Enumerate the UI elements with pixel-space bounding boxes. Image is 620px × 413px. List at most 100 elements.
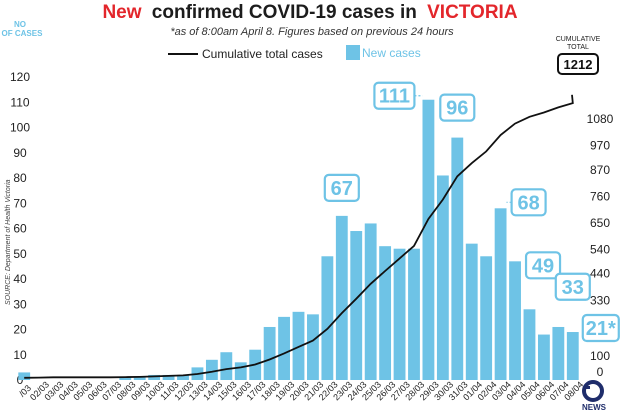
callout: 49 xyxy=(524,251,562,280)
bar xyxy=(18,372,31,380)
cumulative-callout-box xyxy=(557,53,599,75)
bar xyxy=(205,359,218,380)
left-tick-label: 30 xyxy=(13,297,27,311)
bar xyxy=(494,208,507,380)
right-axis-caption-line1: CUMULATIVE xyxy=(556,36,601,43)
bar xyxy=(119,377,132,380)
bar xyxy=(278,316,290,380)
callout-box xyxy=(510,188,547,217)
callout-box xyxy=(581,313,620,343)
nine-news-logo: NEWS xyxy=(582,380,607,412)
brand-name: NEWS xyxy=(582,403,607,412)
title-middle: confirmed COVID-19 cases in xyxy=(152,2,417,23)
right-tick-label: 970 xyxy=(590,139,610,153)
bar xyxy=(465,243,478,380)
legend-bar-swatch xyxy=(346,45,360,60)
title-victoria: VICTORIA xyxy=(427,2,518,23)
right-tick-label: 870 xyxy=(590,163,610,177)
cumulative-line-layer xyxy=(24,94,574,379)
bar xyxy=(234,362,247,380)
left-tick-label: 120 xyxy=(10,70,30,84)
bar xyxy=(220,352,233,380)
title-new: New xyxy=(102,2,141,23)
bar xyxy=(523,309,536,380)
bar xyxy=(148,374,161,380)
bar xyxy=(552,326,565,380)
callout-box xyxy=(524,251,562,280)
callout-label: 67 xyxy=(331,178,353,200)
bar xyxy=(537,334,550,380)
x-axis: /0302/0303/0304/0305/0306/0307/0308/0309… xyxy=(17,379,585,402)
callout-label: 68 xyxy=(517,192,539,214)
bar xyxy=(321,256,334,380)
left-tick-label: 70 xyxy=(13,196,27,210)
left-tick-label: 40 xyxy=(13,272,27,286)
right-tick-label: 330 xyxy=(590,293,610,307)
callout-label: 49 xyxy=(532,255,554,277)
right-tick-label: 440 xyxy=(590,267,610,281)
legend-cumulative-label: Cumulative total cases xyxy=(202,47,323,61)
chart-subtitle: *as of 8:00am April 8. Figures based on … xyxy=(170,26,454,38)
right-tick-label: 1080 xyxy=(587,112,614,126)
callout: 111 xyxy=(373,81,423,110)
bar xyxy=(263,326,276,380)
bar xyxy=(162,374,175,380)
callout-label: 111 xyxy=(379,86,410,108)
bar xyxy=(451,137,464,380)
bar xyxy=(307,314,319,380)
left-tick-label: 20 xyxy=(13,323,27,337)
bar xyxy=(436,175,449,380)
callout-label: 21* xyxy=(586,318,616,340)
callout-box xyxy=(323,173,360,202)
bar xyxy=(566,332,579,380)
left-tick-label: 100 xyxy=(10,121,30,135)
cumulative-line xyxy=(24,94,574,379)
bar xyxy=(509,261,521,380)
bar xyxy=(350,231,363,380)
right-tick-label: 100 xyxy=(590,349,610,363)
bar xyxy=(364,223,377,380)
callout: 33 xyxy=(554,272,591,301)
left-tick-label: 50 xyxy=(13,247,27,261)
right-tick-label: 760 xyxy=(590,189,610,203)
nine-logo-bar xyxy=(584,386,590,389)
callout: 67 xyxy=(323,173,360,202)
bar xyxy=(480,256,493,380)
left-axis: 0102030405060708090100110120 xyxy=(10,70,30,387)
bar xyxy=(379,246,392,380)
callout-label: 33 xyxy=(562,277,584,299)
left-tick-label: 80 xyxy=(13,171,27,185)
callout-box xyxy=(554,272,591,301)
cumulative-callout: 1212 xyxy=(557,53,599,75)
right-tick-label: 540 xyxy=(590,243,610,257)
nine-logo-ring xyxy=(582,380,604,402)
left-tick-label: 10 xyxy=(13,348,27,362)
legend: Cumulative total cases New cases xyxy=(168,45,421,61)
bar xyxy=(422,99,435,380)
left-axis-caption-line2: OF CASES xyxy=(2,29,44,38)
right-axis-caption-line2: TOTAL xyxy=(567,44,589,51)
left-tick-label: 110 xyxy=(10,95,29,109)
bar xyxy=(292,311,305,380)
left-tick-label: 90 xyxy=(13,146,27,160)
callout: 96 xyxy=(439,93,476,122)
callout-label: 96 xyxy=(446,98,468,120)
chart-title: New confirmed COVID-19 cases in VICTORIA xyxy=(102,2,517,23)
bar xyxy=(177,374,189,380)
cumulative-callout-label: 1212 xyxy=(564,57,593,72)
callout-box xyxy=(373,81,416,110)
right-tick-label: 0 xyxy=(597,365,604,379)
callout: 68 xyxy=(506,188,547,217)
callout-box xyxy=(439,93,476,122)
callout: 21* xyxy=(581,313,620,343)
bar xyxy=(393,248,406,380)
bar xyxy=(133,377,146,380)
left-tick-label: 60 xyxy=(13,222,27,236)
bar xyxy=(408,248,420,380)
right-axis: 01002203304405406507608709701080 xyxy=(587,112,614,379)
legend-new-cases-label: New cases xyxy=(362,46,421,60)
left-axis-caption-line1: NO xyxy=(14,20,26,29)
bar xyxy=(335,215,348,380)
